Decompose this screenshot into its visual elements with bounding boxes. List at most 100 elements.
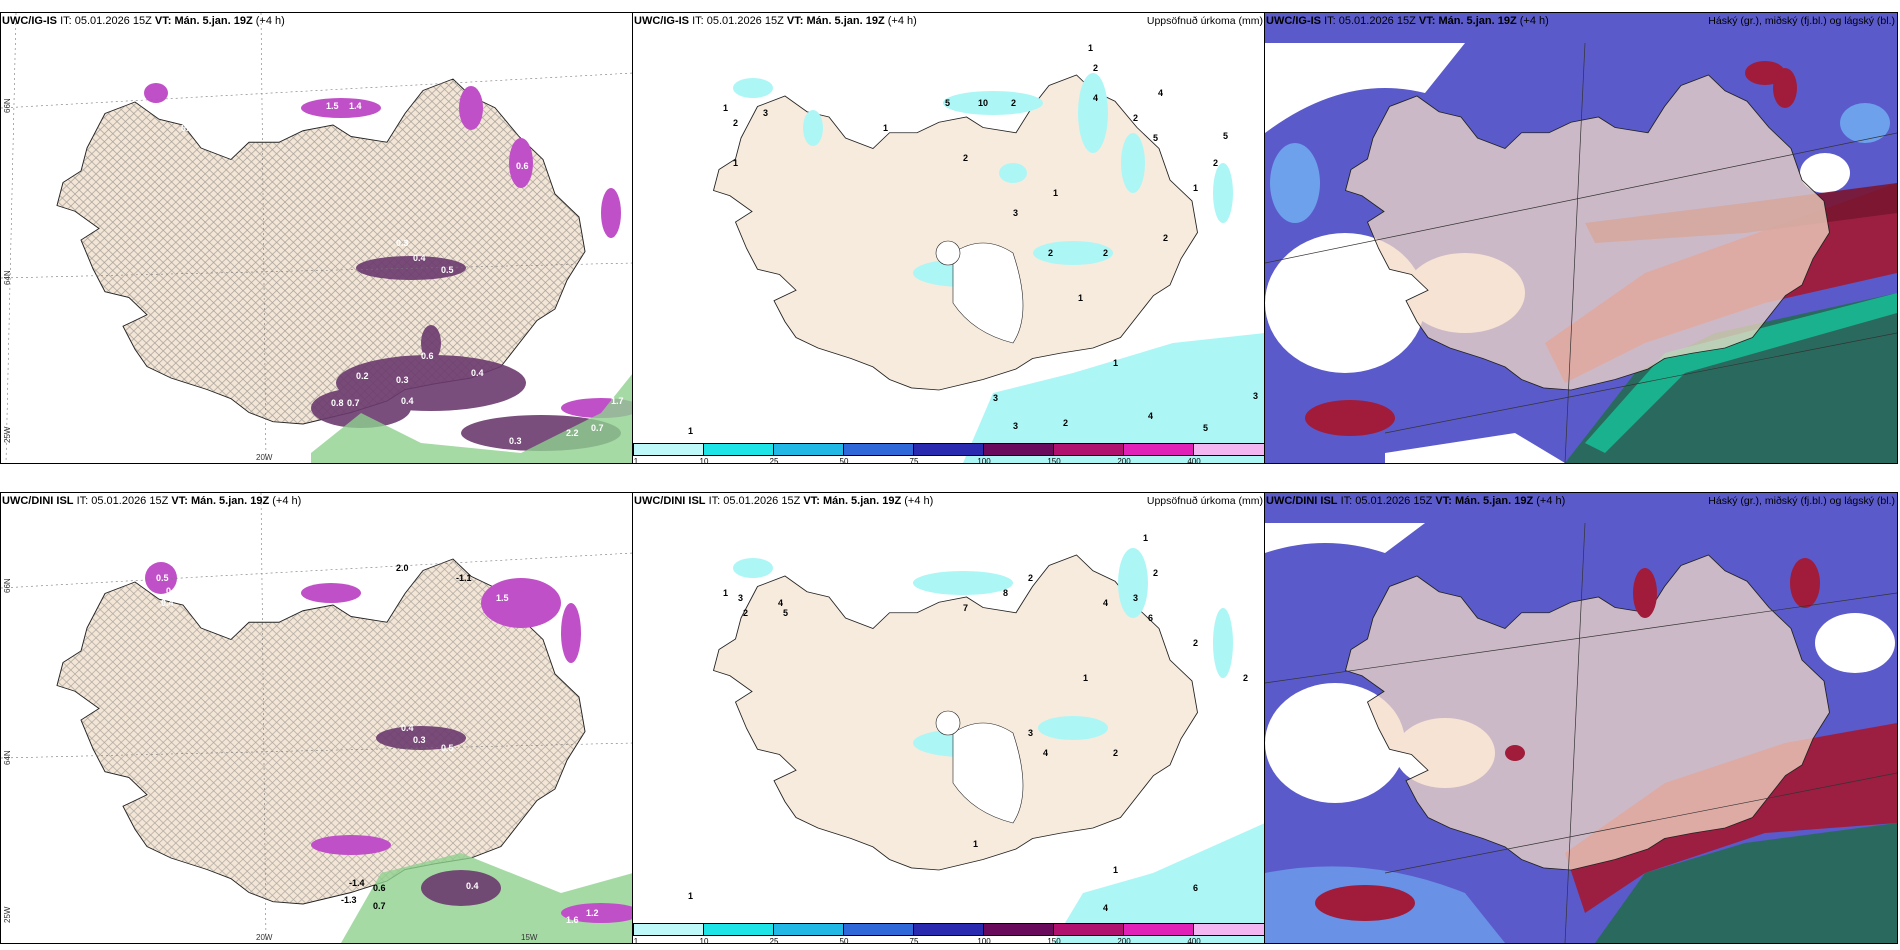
colorbar-seg bbox=[1054, 443, 1124, 456]
map-value: 4 bbox=[1043, 748, 1049, 758]
map-value: 3 bbox=[1013, 421, 1019, 431]
colorbar-tick: 400 bbox=[1187, 937, 1201, 944]
colorbar-seg bbox=[1124, 923, 1194, 936]
map-value: 4 bbox=[778, 598, 784, 608]
colorbar-seg bbox=[774, 923, 844, 936]
panel-title: Háský (gr.), miðský (fj.bl.) og lágský (… bbox=[1708, 15, 1895, 27]
map-value: 1.2 bbox=[586, 908, 599, 918]
map-value: 5 bbox=[945, 98, 951, 108]
map-value: 0.4 bbox=[471, 368, 484, 378]
panel-header: UWC/DINI ISL IT: 05.01.2026 15Z VT: Mán.… bbox=[634, 495, 934, 507]
map-accumulated-precip bbox=[633, 13, 1265, 463]
panel-title: Háský (gr.), miðský (fj.bl.) og lágský (… bbox=[1708, 495, 1895, 507]
map-clouds bbox=[1265, 13, 1897, 463]
map-value: 2 bbox=[1153, 568, 1159, 578]
map-value: 0.3 bbox=[396, 238, 409, 248]
map-value: 1 bbox=[688, 426, 694, 436]
colorbar-seg bbox=[774, 443, 844, 456]
colorbar-tick: 25 bbox=[769, 937, 779, 944]
map-value: 3 bbox=[763, 108, 769, 118]
map-value: 2.2 bbox=[566, 428, 579, 438]
panel-bottom-middle-accum-precip: UWC/DINI ISL IT: 05.01.2026 15Z VT: Mán.… bbox=[632, 492, 1266, 944]
map-value: 1 bbox=[1143, 533, 1149, 543]
map-value: 6 bbox=[1193, 883, 1199, 893]
lon-25w-label: 25W bbox=[3, 426, 12, 443]
map-value: 3 bbox=[993, 393, 999, 403]
map-value: 2 bbox=[1103, 248, 1109, 258]
map-value: 2 bbox=[963, 153, 969, 163]
map-value: 4 bbox=[1093, 93, 1099, 103]
colorbar-tick: 75 bbox=[909, 937, 919, 944]
map-value: 0.6 bbox=[373, 883, 386, 893]
map-value: 0.4 bbox=[556, 381, 569, 391]
map-value: 5 bbox=[1203, 423, 1209, 433]
panel-header: UWC/DINI ISL IT: 05.01.2026 15Z VT: Mán.… bbox=[2, 495, 302, 507]
map-value: 3 bbox=[1133, 593, 1139, 603]
panel-header: UWC/DINI ISL IT: 05.01.2026 15Z VT: Mán.… bbox=[1266, 495, 1566, 507]
colorbar-tick: 200 bbox=[1117, 937, 1131, 944]
colorbar-tick: 400 bbox=[1187, 457, 1201, 464]
colorbar: 1 10 25 50 75 100 150 200 400 bbox=[633, 443, 1265, 463]
colorbar-seg bbox=[1124, 443, 1194, 456]
map-value: 5 bbox=[1153, 133, 1159, 143]
map-value: 0.6 bbox=[516, 161, 529, 171]
map-value: 2 bbox=[1028, 573, 1034, 583]
map-value: 2 bbox=[1048, 248, 1054, 258]
panel-title: Uppsöfnuð úrkoma (mm) bbox=[1146, 495, 1263, 507]
map-value: 0.8 bbox=[331, 398, 344, 408]
map-clouds bbox=[1265, 493, 1897, 943]
map-value: 10 bbox=[978, 98, 989, 108]
colorbar-tick: 75 bbox=[909, 457, 919, 464]
map-value: 1.4 bbox=[349, 101, 362, 111]
lon-25w-label: 25W bbox=[3, 906, 12, 923]
map-value: 2 bbox=[1193, 638, 1199, 648]
map-value: 5 bbox=[1223, 131, 1229, 141]
map-value: 2 bbox=[733, 118, 739, 128]
map-value: 1.7 bbox=[611, 396, 624, 406]
map-value: 1 bbox=[723, 103, 729, 113]
colorbar-tick: 1 bbox=[633, 457, 639, 464]
map-value: 0.7 bbox=[591, 423, 604, 433]
map-value: 0.5 bbox=[156, 573, 169, 583]
map-value: 4 bbox=[1158, 88, 1164, 98]
map-value: 1 bbox=[973, 839, 979, 849]
colorbar-tick: 150 bbox=[1047, 937, 1061, 944]
map-value: 4 bbox=[1103, 598, 1109, 608]
panel-top-right-clouds: UWC/IG-IS IT: 05.01.2026 15Z VT: Mán. 5.… bbox=[1264, 12, 1898, 464]
map-value: -1.3 bbox=[341, 895, 357, 905]
map-value: 2 bbox=[1113, 748, 1119, 758]
colorbar-tick: 100 bbox=[977, 937, 991, 944]
map-value: 7 bbox=[963, 603, 969, 613]
lon-20w-label: 20W bbox=[256, 453, 273, 462]
map-value: 2 bbox=[1093, 63, 1099, 73]
map-value: 0.7 bbox=[373, 901, 386, 911]
map-value: 0.3 bbox=[413, 735, 426, 745]
colorbar-tick: 10 bbox=[699, 457, 709, 464]
map-value: 0.4 bbox=[161, 598, 174, 608]
panel-top-left-precip-wind: UWC/IG-IS IT: 05.01.2026 15Z VT: Mán. 5.… bbox=[0, 12, 634, 464]
panel-bottom-left-precip-wind: UWC/DINI ISL IT: 05.01.2026 15Z VT: Mán.… bbox=[0, 492, 634, 944]
colorbar-tick: 100 bbox=[977, 457, 991, 464]
panel-bottom-right-clouds: UWC/DINI ISL IT: 05.01.2026 15Z VT: Mán.… bbox=[1264, 492, 1898, 944]
map-value: 2 bbox=[1063, 418, 1069, 428]
map-value: 0.5 bbox=[441, 265, 454, 275]
map-value: 4 bbox=[1103, 903, 1109, 913]
map-value: 2 bbox=[1163, 233, 1169, 243]
panel-header: UWC/IG-IS IT: 05.01.2026 15Z VT: Mán. 5.… bbox=[2, 15, 285, 27]
map-value: 0.5 bbox=[441, 743, 454, 753]
colorbar-seg bbox=[1054, 923, 1124, 936]
map-value: 2 bbox=[1243, 673, 1249, 683]
map-precip-type bbox=[1, 493, 633, 943]
map-precip-type bbox=[1, 13, 633, 463]
colorbar-seg bbox=[633, 443, 704, 456]
map-value: 1 bbox=[1193, 183, 1199, 193]
colorbar-seg bbox=[984, 443, 1054, 456]
map-value: 1 bbox=[723, 588, 729, 598]
panel-title: Uppsöfnuð úrkoma (mm) bbox=[1146, 15, 1263, 27]
colorbar-seg bbox=[914, 923, 984, 936]
lat-64n-label: 64N bbox=[3, 750, 12, 765]
map-value: 1 bbox=[688, 891, 694, 901]
colorbar-seg bbox=[844, 923, 914, 936]
map-value: 1 bbox=[1113, 358, 1119, 368]
map-value: 8 bbox=[1003, 588, 1009, 598]
